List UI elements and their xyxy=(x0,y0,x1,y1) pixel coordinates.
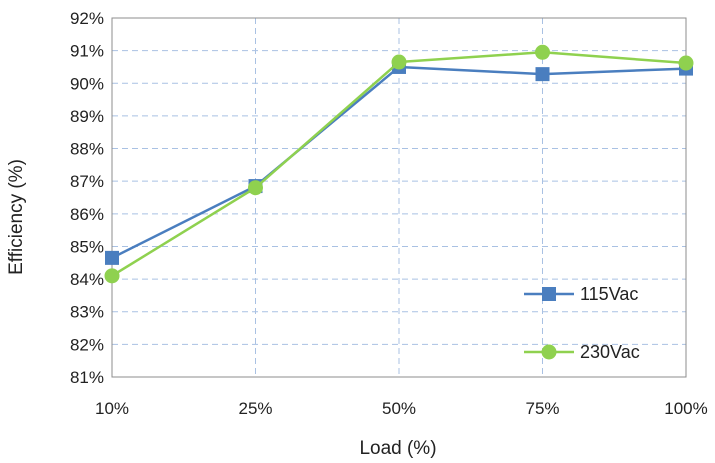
series-layer xyxy=(104,44,694,284)
x-tick-label: 50% xyxy=(382,399,416,418)
legend-label: 230Vac xyxy=(580,342,640,362)
data-point xyxy=(105,250,119,265)
data-point xyxy=(248,180,263,196)
y-tick-label: 89% xyxy=(70,107,104,126)
legend-label: 115Vac xyxy=(580,284,638,304)
y-tick-label: 92% xyxy=(70,9,104,28)
x-tick-labels: 10% 25% 50% 75% 100% xyxy=(95,399,708,418)
y-tick-label: 82% xyxy=(70,335,104,354)
y-tick-label: 85% xyxy=(70,237,104,256)
legend-item: 115Vac xyxy=(524,284,638,304)
data-point xyxy=(678,55,694,71)
legend-marker xyxy=(541,344,557,360)
data-point xyxy=(535,67,550,82)
y-tick-label: 86% xyxy=(70,205,104,224)
y-tick-label: 90% xyxy=(70,74,104,93)
x-tick-label: 25% xyxy=(238,399,272,418)
legend-item: 230Vac xyxy=(524,342,640,362)
legend-marker xyxy=(542,287,556,301)
data-point xyxy=(391,54,407,70)
y-tick-label: 91% xyxy=(70,42,104,61)
y-tick-label: 81% xyxy=(70,368,104,387)
y-tick-label: 83% xyxy=(70,303,104,322)
y-tick-label: 88% xyxy=(70,140,104,159)
y-tick-label: 84% xyxy=(70,270,104,289)
data-point xyxy=(535,44,550,60)
x-tick-label: 75% xyxy=(525,399,559,418)
data-point xyxy=(104,268,120,284)
x-axis-title: Load (%) xyxy=(359,438,436,459)
y-tick-label: 87% xyxy=(70,172,104,191)
y-tick-labels: 81% 82% 83% 84% 85% 86% 87% 88% 89% 90% 91% 92% xyxy=(70,9,104,387)
x-tick-label: 10% xyxy=(95,399,129,418)
series-230vac xyxy=(104,44,694,284)
y-axis-title: Efficiency (%) xyxy=(6,159,27,275)
x-tick-label: 100% xyxy=(664,399,707,418)
legend: 115Vac 230Vac xyxy=(524,284,640,362)
plot-area-frame xyxy=(111,17,687,378)
